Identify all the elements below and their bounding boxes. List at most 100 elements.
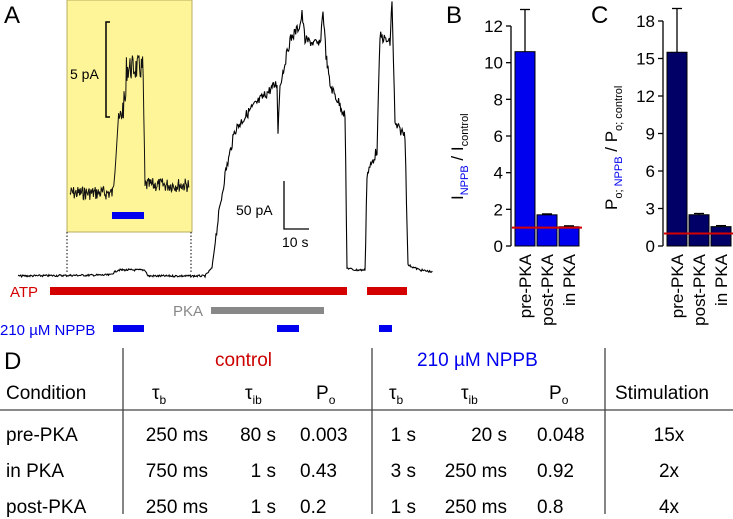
y-title-main: P xyxy=(602,199,621,210)
inset-nppb-bar xyxy=(112,212,144,219)
pka-label: PKA xyxy=(173,303,203,320)
y-tick-label: 12 xyxy=(636,87,655,106)
bar xyxy=(710,226,732,247)
y-tick-label: 15 xyxy=(636,50,655,69)
col-condition: Condition xyxy=(6,383,87,404)
col-tau-symbol: τ xyxy=(245,383,253,404)
table-cell-n_tb: 3 s xyxy=(390,461,416,482)
table-cell-c_tb: 750 ms xyxy=(145,461,208,482)
group-nppb-label: 210 µM NPPB xyxy=(417,350,538,371)
y-tick-label: 0 xyxy=(646,237,655,256)
x-tick-label: in PKA xyxy=(712,253,731,306)
y-tick-label: 10 xyxy=(484,54,503,73)
table-cell-n_tib: 250 ms xyxy=(444,497,507,518)
col-p-symbol: P xyxy=(316,383,329,404)
col-nppb-tau-b: τb xyxy=(389,383,403,407)
y-axis-title: INPPB / Icontrol xyxy=(448,113,471,200)
y-tick-label: 0 xyxy=(494,237,503,256)
table-cell-c_tb: 250 ms xyxy=(145,497,208,518)
table-cell-condition: post-PKA xyxy=(6,497,87,518)
col-sub: o xyxy=(328,392,336,407)
y-tick-label: 6 xyxy=(494,127,503,146)
inset-current-trace xyxy=(69,54,190,201)
results-table: control 210 µM NPPB Condition τb τib Po … xyxy=(0,346,733,518)
y-title-sep: / P xyxy=(602,131,621,157)
col-nppb-tau-ib: τib xyxy=(461,383,478,407)
table-cell-n_tib: 250 ms xyxy=(444,461,507,482)
atp-bar-1 xyxy=(50,287,347,295)
inset-scale-label: 5 pA xyxy=(70,66,99,82)
table-cell-n_tb: 1 s xyxy=(390,425,416,446)
nppb-bar-1 xyxy=(113,325,144,332)
table-cell-condition: pre-PKA xyxy=(6,425,78,446)
bar xyxy=(688,214,710,247)
x-tick-label: post-PKA xyxy=(690,253,709,325)
table-lines xyxy=(0,348,733,514)
y-tick-label: 2 xyxy=(494,200,503,219)
y-tick-label: 3 xyxy=(646,200,655,219)
col-stimulation: Stimulation xyxy=(615,383,709,404)
col-tau-symbol: τ xyxy=(152,383,160,404)
scale-bar xyxy=(283,181,309,230)
col-sub: b xyxy=(396,392,404,407)
scale-y-label: 50 pA xyxy=(236,202,273,218)
table-cell-stim: 2x xyxy=(658,461,680,482)
col-sub: b xyxy=(159,392,167,407)
y-title-sep: / I xyxy=(448,146,467,165)
table-cell-c_tb: 250 ms xyxy=(145,425,208,446)
panel-label-a: A xyxy=(4,2,21,29)
col-sub: ib xyxy=(468,392,478,407)
y-tick-label: 4 xyxy=(494,164,503,183)
group-control-label: control xyxy=(215,350,273,371)
x-tick-label: pre-PKA xyxy=(516,253,535,318)
y-title-sub: NPPB xyxy=(613,156,625,186)
pka-bar xyxy=(211,307,324,314)
table-cell-n_tb: 1 s xyxy=(390,497,416,518)
panel-label-c: C xyxy=(591,2,609,29)
inset-background xyxy=(66,0,193,233)
table-cell-n_po: 0.92 xyxy=(537,461,574,482)
y-tick-label: 9 xyxy=(646,125,655,144)
col-tau-symbol: τ xyxy=(461,383,469,404)
col-control-tau-ib: τib xyxy=(245,383,262,407)
table-cell-n_po: 0.8 xyxy=(537,497,564,518)
nppb-bar-3 xyxy=(379,325,392,332)
bar xyxy=(536,214,558,247)
table-cell-c_tib: 1 s xyxy=(250,461,276,482)
col-sub: o xyxy=(561,392,569,407)
table-cell-condition: in PKA xyxy=(6,461,65,482)
y-axis-title: Po; NPPB / Po; control xyxy=(602,86,625,210)
table-cell-stim: 15x xyxy=(653,425,685,446)
table-cell-c_tib: 80 s xyxy=(240,425,276,446)
col-sub: ib xyxy=(252,392,262,407)
table-cell-c_po: 0.43 xyxy=(300,461,337,482)
chart-c: 0 3 6 9 12 15 18 pre-PKA post-PKA in PKA Po; NPPB … xyxy=(602,7,733,326)
table-cell-c_po: 0.003 xyxy=(300,425,348,446)
chart-b: 0 2 4 6 8 10 12 pre-PKA post-PKA in PKA INPPB / Ic… xyxy=(448,8,582,326)
panel-a-trace-figure: 5 pA 50 pA 10 s ATP PKA 210 µM NPPB xyxy=(0,0,433,339)
col-p-symbol: P xyxy=(549,383,562,404)
y-tick-label: 6 xyxy=(646,162,655,181)
table-cell-c_tib: 1 s xyxy=(250,497,276,518)
atp-label: ATP xyxy=(10,284,38,301)
atp-bar-2 xyxy=(367,287,407,295)
bar xyxy=(558,226,580,247)
table-cell-n_po: 0.048 xyxy=(537,425,585,446)
y-tick-label: 8 xyxy=(494,90,503,109)
x-tick-label: in PKA xyxy=(560,253,579,306)
y-tick-label: 18 xyxy=(636,12,655,31)
y-title-sub: NPPB xyxy=(459,165,471,195)
table-cell-c_po: 0.2 xyxy=(300,497,327,518)
table-cell-stim: 4x xyxy=(658,497,680,518)
bar xyxy=(666,51,688,247)
panel-label-b: B xyxy=(446,2,463,29)
y-title-sub: o; control xyxy=(613,86,625,131)
col-tau-symbol: τ xyxy=(389,383,397,404)
y-title-sub: o; xyxy=(613,186,625,198)
nppb-bar-2 xyxy=(277,325,299,332)
nppb-label: 210 µM NPPB xyxy=(0,322,95,339)
panel-label-d: D xyxy=(4,348,22,375)
scale-x-label: 10 s xyxy=(282,234,308,250)
col-nppb-po: Po xyxy=(549,383,568,407)
table-cell-n_tib: 20 s xyxy=(471,425,507,446)
